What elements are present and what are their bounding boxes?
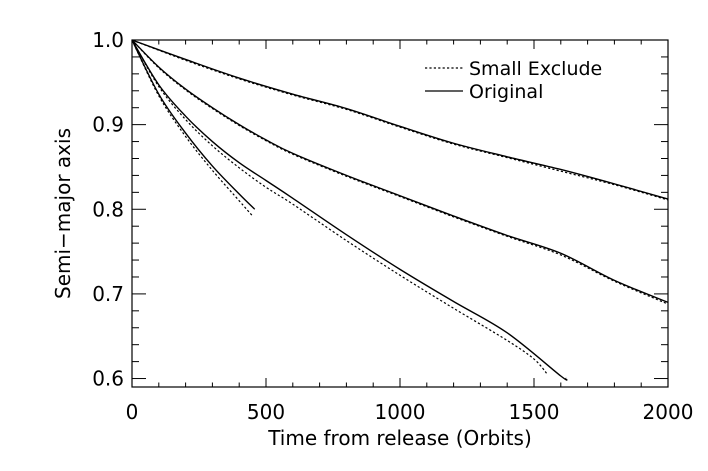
x-tick-label: 2000	[643, 400, 694, 424]
x-tick-label: 1000	[375, 400, 426, 424]
y-tick-label: 0.8	[92, 197, 124, 221]
y-tick-label: 0.9	[92, 113, 124, 137]
series-line-small-exclude-6	[131, 39, 669, 305]
series-line-small-exclude-8	[131, 39, 669, 201]
y-tick-label: 1.0	[92, 28, 124, 52]
series-line-original-3	[131, 39, 568, 381]
legend-label-small-exclude: Small Exclude	[469, 58, 602, 80]
series-layer	[131, 39, 669, 381]
x-tick-label: 500	[247, 400, 285, 424]
legend: Small Exclude Original	[425, 58, 602, 103]
x-tick-label: 0	[126, 400, 139, 424]
series-line-original-5	[131, 39, 669, 304]
y-axis-title: Semi−major axis	[51, 128, 75, 299]
series-line-original-7	[131, 39, 669, 200]
y-tick-label: 0.6	[92, 367, 124, 391]
legend-label-original: Original	[469, 81, 543, 103]
y-tick-label: 0.7	[92, 282, 124, 306]
plot-frame	[131, 39, 669, 388]
x-tick-label: 1500	[509, 400, 560, 424]
series-line-small-exclude-2	[131, 39, 254, 217]
series-line-small-exclude-4	[131, 39, 548, 375]
tick-layer: 0 500 1000 1500 2000 0.6 0.7 0.8 0.9 1.0	[92, 28, 693, 424]
x-axis-title: Time from release (Orbits)	[267, 426, 532, 450]
series-line-original-1	[131, 39, 256, 210]
